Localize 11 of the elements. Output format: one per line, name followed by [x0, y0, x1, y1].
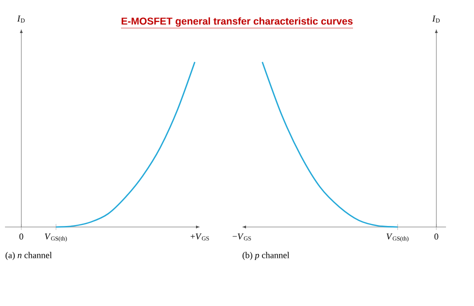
x-tick-label: 0: [434, 234, 438, 240]
text: (a) n channel: [6, 252, 52, 260]
x-axis-title: −V$_{GS}$: [232, 234, 251, 240]
x-tick-label: V$_{GS(th)}$: [386, 234, 408, 242]
text: (b) p channel: [242, 252, 290, 260]
x-axis-title: +V$_{GS}$: [190, 234, 209, 240]
x-tick-label: V$_{GS(th)}$: [44, 234, 67, 242]
text: E-MOSFET general transfer characteristic curves: [122, 17, 353, 27]
y-axis-title: I$_{D}$: [17, 16, 25, 22]
y-axis-title: I$_{D}$: [432, 16, 440, 22]
x-tick-label: 0: [19, 234, 24, 240]
